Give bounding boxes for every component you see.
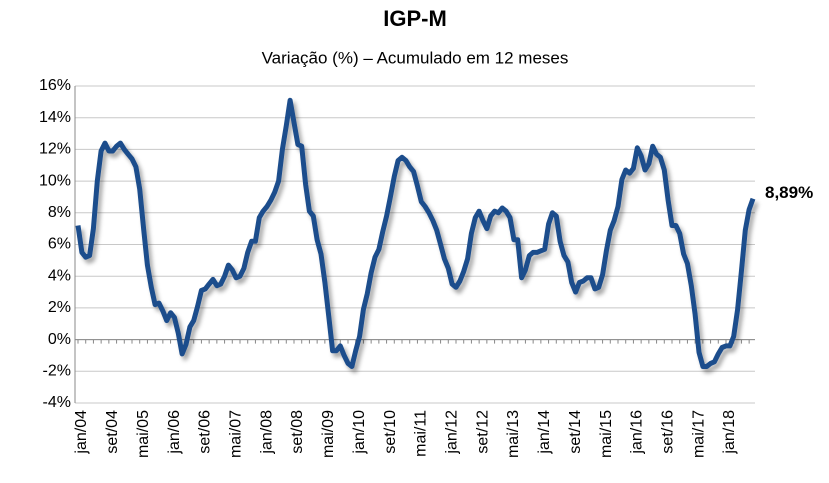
x-tick-label: jan/14 [536, 410, 553, 455]
y-tick-label: 14% [39, 109, 71, 126]
x-tick-label: mai/05 [135, 410, 152, 458]
x-tick-label: jan/16 [629, 410, 646, 455]
data-line [75, 97, 756, 369]
y-tick-label: 0% [48, 331, 71, 348]
x-tick-label: jan/18 [721, 410, 738, 455]
y-tick-label: 2% [48, 299, 71, 316]
y-tick-label: -4% [43, 394, 71, 411]
x-tick-label: set/08 [289, 410, 306, 454]
x-tick-label: mai/11 [413, 410, 430, 457]
x-tick-label: jan/12 [444, 410, 461, 455]
x-tick-label: mai/07 [228, 410, 245, 458]
y-tick-label: 6% [48, 236, 71, 253]
x-tick-label: mai/17 [690, 410, 707, 458]
y-tick-label: 12% [39, 141, 71, 158]
x-tick-label: mai/15 [598, 410, 615, 458]
x-tick-label: mai/09 [320, 410, 337, 458]
x-tick-label: jan/06 [166, 410, 183, 455]
y-tick-label: 10% [39, 172, 71, 189]
x-tick-label: jan/08 [258, 410, 275, 455]
x-tick-label: mai/13 [505, 410, 522, 458]
x-tick-label: set/12 [474, 410, 491, 454]
x-tick-label: set/14 [567, 410, 584, 454]
y-tick-label: 4% [48, 267, 71, 284]
x-tick-label: jan/04 [73, 410, 90, 455]
x-tick-label: jan/10 [351, 410, 368, 455]
x-tick-label: set/16 [660, 410, 677, 454]
x-tick-label: set/04 [104, 410, 121, 454]
x-tick-label: set/06 [197, 410, 214, 454]
x-tick-label: set/10 [382, 410, 399, 454]
y-tick-label: 16% [39, 77, 71, 94]
chart-title: IGP-M [383, 6, 447, 31]
data-annotation: 8,89% [765, 183, 813, 202]
y-tick-label: 8% [48, 204, 71, 221]
chart-subtitle: Variação (%) – Acumulado em 12 meses [262, 48, 569, 67]
y-tick-label: -2% [43, 363, 71, 380]
